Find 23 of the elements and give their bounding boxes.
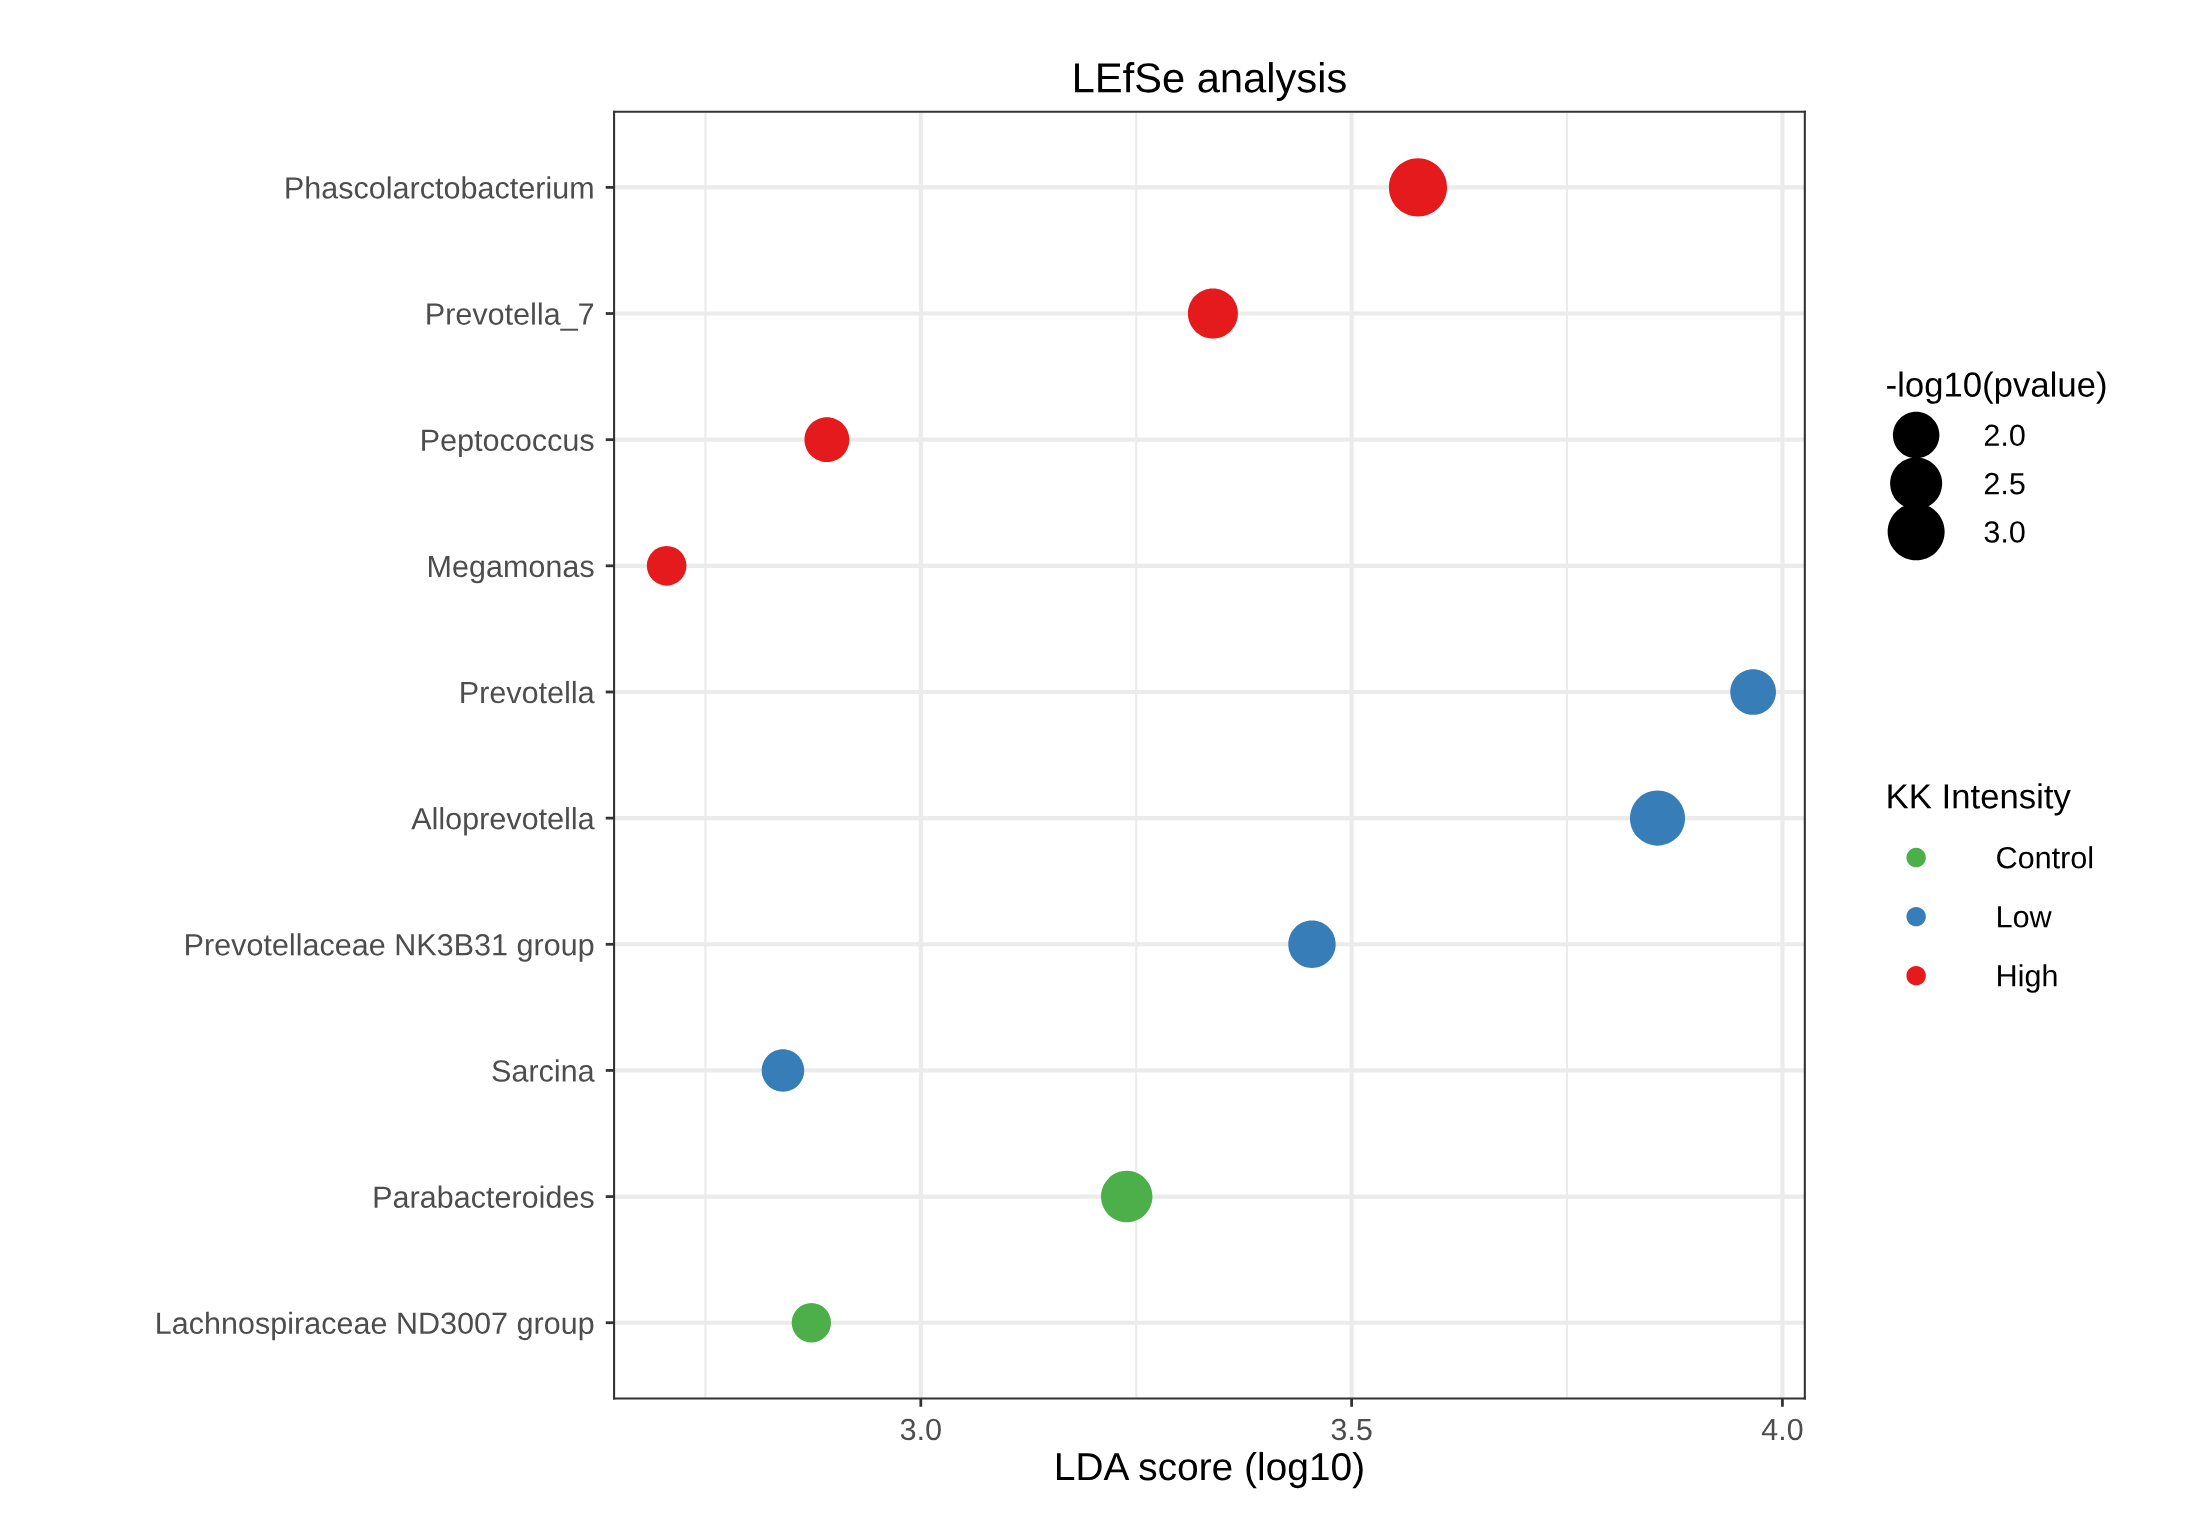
y-tick-label: Prevotella (461, 680, 595, 704)
x-tick-label: 4.0 (1761, 1418, 1803, 1441)
legend-label: Low (1998, 906, 2052, 928)
legend-label: Control (1997, 846, 2093, 869)
legend-label: 2.5 (1984, 472, 2025, 495)
x-axis-title: LDA score (log10) (1057, 1451, 1363, 1489)
legend-title: KK Intensity (1888, 783, 2071, 816)
y-tick-label: Megamonas (429, 555, 594, 584)
legend-label: High (1998, 964, 2057, 993)
x-tick-label: 3.5 (1331, 1418, 1372, 1441)
y-tick-label: Alloprevotella (411, 807, 595, 836)
y-tick-label: Peptococcus (422, 429, 594, 458)
y-tick-label: Prevotellaceae NK3B31 group (186, 933, 594, 962)
y-tick-label: Prevotella_7 (427, 302, 594, 331)
y-tick-label: Phascolarctobacterium (286, 176, 593, 199)
legend-label: 3.0 (1984, 521, 2025, 543)
legend-label: 2.0 (1984, 424, 2025, 447)
y-tick-label: Parabacteroides (374, 1185, 594, 1208)
text: -log10(pvalue) (1887, 371, 2106, 404)
chart-title: LEfSe analysis (1075, 62, 1346, 101)
y-tick-label: Sarcina (492, 1059, 595, 1082)
x-tick-label: 3.0 (900, 1418, 941, 1441)
y-tick-label: Lachnospiraceae ND3007 group (157, 1311, 594, 1341)
